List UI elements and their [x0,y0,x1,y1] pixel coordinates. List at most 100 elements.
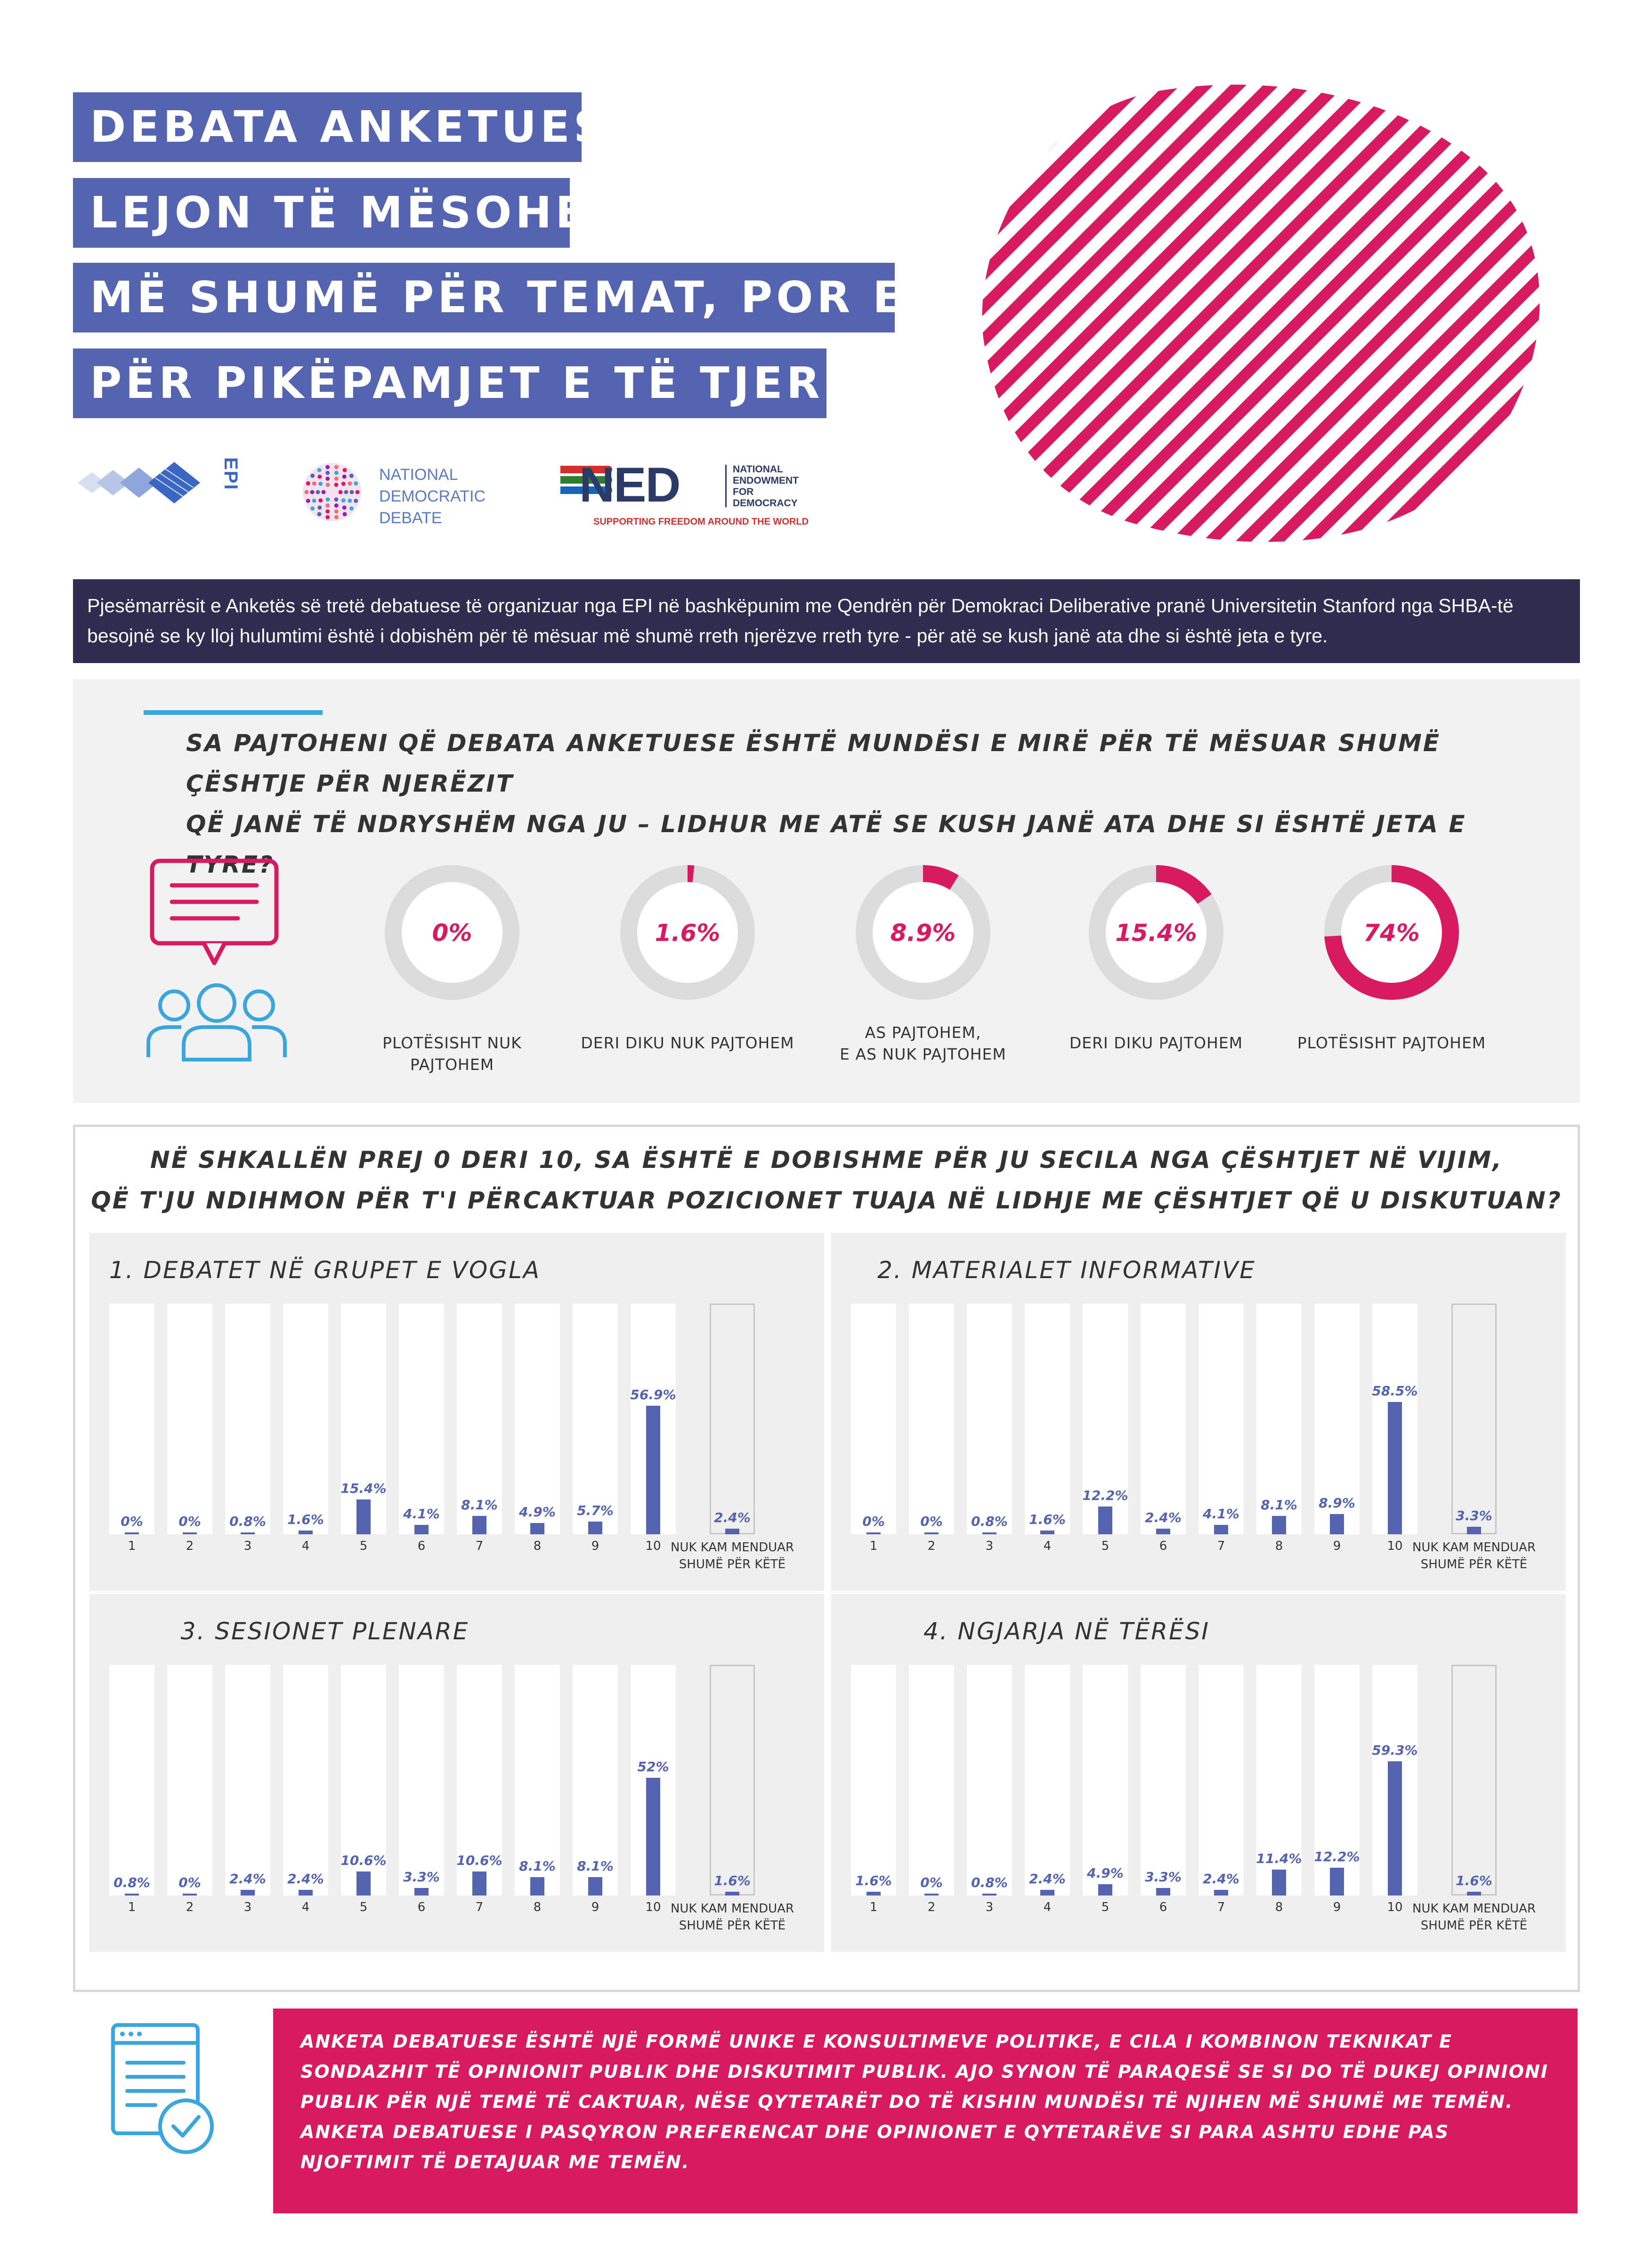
x-axis-tick-line: SHUMË PËR KËTË [1420,1557,1528,1572]
x-axis-tick-label: 6 [393,1900,450,1914]
question1-line-1: SA PAJTOHENI QË DEBATA ANKETUESE ËSHTË M… [186,729,1441,797]
x-axis-tick-label: 2 [903,1539,960,1553]
ned-logo: NED NATIONAL ENDOWMENT FOR DEMOCRACY SUP… [560,458,843,535]
ndd-dot [325,465,330,470]
bar-value-label: 59.3% [1372,1742,1418,1758]
ndd-dot [306,498,310,503]
ndd-dot [325,470,330,475]
x-axis-tick-line: 7 [475,1539,484,1553]
epi-logo-mark [78,462,200,503]
bar [1467,1527,1481,1534]
x-axis-tick-label: 4 [1019,1539,1076,1553]
x-axis-tick-label: 7 [451,1900,508,1914]
x-axis-tick-label: NUK KAM MENDUAR SHUMË PËR KËTË [652,1900,812,1934]
intro-banner: Pjesëmarrësit e Anketës së tretë debatue… [73,579,1580,663]
title-line-1: DEBATA ANKETUESE [73,92,638,162]
ndd-dot [354,481,358,486]
bar [414,1888,429,1896]
ndd-dot [318,481,323,486]
bar [1214,1525,1228,1534]
bar-value-label: 56.9% [630,1386,676,1402]
bar [982,1532,996,1534]
bar [472,1516,486,1534]
bar-value-label: 1.6% [287,1512,324,1528]
x-axis-tick-label: 6 [1135,1539,1191,1553]
bar-value-label: 10.6% [340,1853,387,1869]
donut-category-line: E AS NUK PAJTOHEM [840,1045,1006,1063]
ndd-dot [334,503,339,508]
bar-column-background [283,1665,328,1896]
x-axis-tick-line: 10 [1387,1900,1403,1914]
bar-column-background [573,1665,618,1896]
bar-value-label: 0.8% [229,1514,266,1529]
stripe-line [982,84,1249,542]
bar-value-label: 0% [121,1514,143,1529]
stripe-line [982,84,1447,542]
bar-chart-panel: 3. SESIONET PLENARE 0.8% 1 0% 2 2.4% 3 2.4% 4 10.… [89,1594,824,1952]
donut-category-label: DERI DIKU PAJTOHEM [1043,1032,1269,1054]
checklist-document-icon [111,2023,214,2154]
stripe-line [982,84,1315,542]
ndd-dot [348,481,352,486]
bar-value-label: 3.3% [1456,1508,1492,1524]
ndd-dot [334,509,339,514]
bar-column-background [851,1304,896,1534]
ndd-dot [344,490,348,494]
bar-value-label: 2.4% [287,1871,324,1887]
bar-value-label: 8.1% [461,1497,498,1513]
x-axis-tick-label: 10 [625,1539,681,1553]
accent-line [144,710,323,715]
donut-gauge: 0% [385,865,519,1000]
x-axis-tick-label: NUK KAM MENDUAR SHUMË PËR KËTË [1394,1900,1554,1934]
stripe-line [1228,84,1540,542]
bar-value-label: 1.6% [855,1873,892,1889]
ndd-dot [325,497,330,502]
bar [982,1894,996,1896]
bar-column-background [909,1665,954,1896]
bar-value-label: 8.9% [1319,1495,1355,1511]
donut-slice [856,865,990,1000]
bar [1040,1890,1054,1896]
x-axis-tick-label: 6 [393,1539,450,1553]
bar-value-label: 3.3% [1145,1869,1182,1885]
bar [356,1499,371,1534]
epi-logo: EPI [73,454,261,511]
x-axis-tick-label: 7 [1193,1539,1249,1553]
bar-value-label: 1.6% [1029,1512,1066,1528]
x-axis-tick-line: 9 [1333,1539,1341,1553]
bar [1330,1868,1344,1896]
x-axis-tick-line: 7 [1217,1539,1225,1553]
bar-value-label: 0% [178,1514,201,1529]
bar [414,1525,429,1534]
bar-column-background [283,1304,328,1534]
chart-title: 3. SESIONET PLENARE [180,1618,470,1645]
stripe-line [982,84,1348,542]
x-axis-tick-label: 9 [1309,1539,1365,1553]
x-axis-tick-label: 8 [509,1539,566,1553]
ndd-dot [342,468,347,472]
x-axis-tick-line: 4 [1043,1900,1052,1914]
question1-panel [73,679,1580,1103]
x-axis-tick-label: NUK KAM MENDUAR SHUMË PËR KËTË [1394,1539,1554,1573]
ndd-dot [348,498,352,503]
x-axis-tick-line: 8 [533,1900,542,1914]
chart-title: 2. MATERIALET INFORMATIVE [877,1256,1256,1284]
bar-column-background [909,1304,954,1534]
stripe-line [997,84,1480,542]
stripe-line [982,84,1084,542]
x-axis-tick-line: 9 [591,1900,599,1914]
donut-category-label: PLOTËSISHT PAJTOHEM [1279,1032,1505,1054]
donut-slice [1324,865,1459,1000]
bar [588,1877,602,1896]
stripe-line [1195,84,1540,542]
x-axis-tick-line: 4 [301,1539,310,1553]
donut-gauge: 74% [1324,865,1459,1000]
bar-column-background [1314,1665,1360,1896]
bar-value-label: 8.1% [1261,1497,1297,1513]
ndd-dot [349,473,354,478]
donut-track [385,865,519,1000]
donut-gauge: 8.9% [856,865,990,1000]
stripe-line [1294,84,1540,542]
x-axis-tick-line: 2 [186,1900,194,1914]
x-axis-tick-line: 8 [533,1539,542,1553]
